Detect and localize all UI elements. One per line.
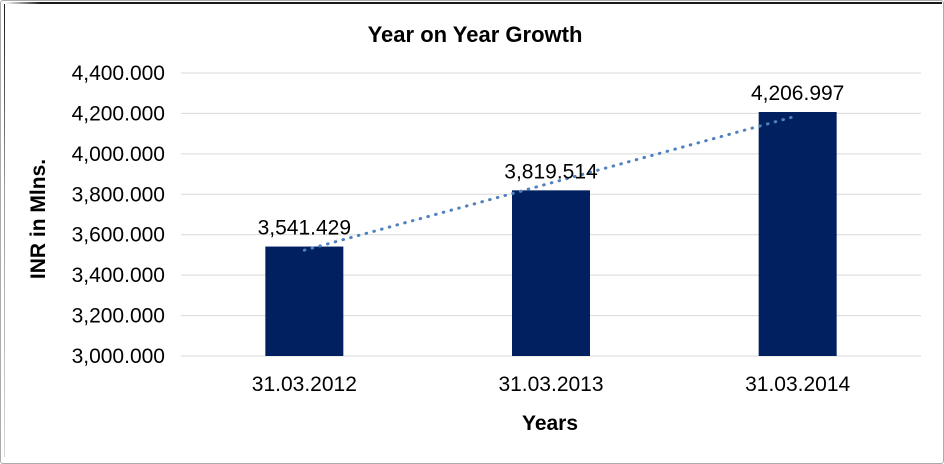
y-tick-label: 3,600.000 xyxy=(72,224,165,247)
y-tick-label: 3,200.000 xyxy=(72,305,165,328)
bar-data-label: 3,541.429 xyxy=(258,217,351,240)
category-labels: 31.03.2012 31.03.2013 31.03.2014 xyxy=(252,373,851,396)
y-tick-label: 3,400.000 xyxy=(72,264,165,287)
y-tick-label: 4,000.000 xyxy=(72,143,165,166)
y-tick-label: 4,200.000 xyxy=(72,102,165,125)
y-axis-tick-labels: 3,000.000 3,200.000 3,400.000 3,600.000 3,80… xyxy=(72,62,165,368)
category-label: 31.03.2012 xyxy=(252,373,357,396)
bar xyxy=(512,190,590,356)
y-axis-title: INR in Mlns. xyxy=(27,159,50,279)
bar xyxy=(265,246,344,356)
category-label: 31.03.2013 xyxy=(498,373,603,396)
y-tick-label: 3,000.000 xyxy=(72,345,165,368)
trendline-group xyxy=(302,114,800,252)
bar-series xyxy=(265,112,837,356)
x-axis-title: Years xyxy=(522,412,578,435)
bar xyxy=(758,112,837,356)
chart-title: Year on Year Growth xyxy=(368,22,583,47)
category-label: 31.03.2014 xyxy=(745,373,850,396)
bar-data-label: 4,206.997 xyxy=(751,82,844,105)
y-tick-label: 4,400.000 xyxy=(72,62,165,85)
y-tick-label: 3,800.000 xyxy=(72,183,165,206)
trendline xyxy=(302,114,800,252)
bar-data-label: 3,819.514 xyxy=(504,160,598,183)
data-labels: 3,541.429 3,819.514 4,206.997 xyxy=(258,82,845,240)
